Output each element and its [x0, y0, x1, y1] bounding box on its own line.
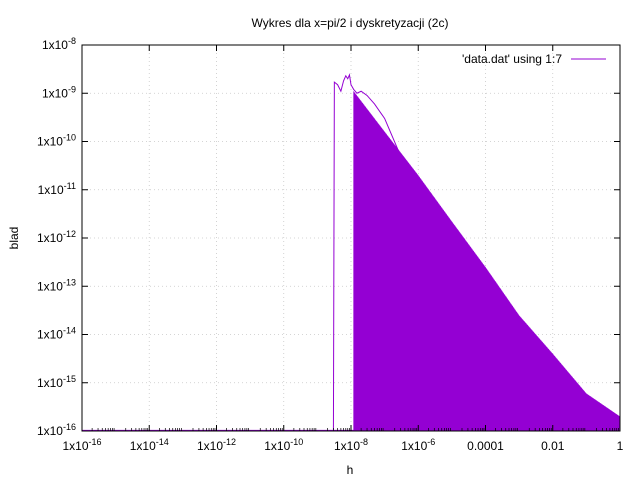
y-tick-label: 1x10-9: [42, 84, 76, 100]
y-tick-label: 1x10-8: [42, 36, 76, 52]
label-layer: 1x10-16 1x10-14 1x10-12 1x10-10 1x10-8 1x10-6…: [37, 36, 624, 453]
x-tick-label: 0.01: [541, 439, 565, 453]
chart-title: Wykres dla x=pi/2 i dyskretyzacji (2c): [252, 16, 449, 30]
x-tick-label: 0.0001: [467, 439, 504, 453]
x-tick-label: 1x10-10: [264, 437, 303, 453]
y-tick-label: 1x10-16: [37, 422, 76, 438]
x-tick-label: 1x10-16: [62, 437, 101, 453]
y-tick-label: 1x10-13: [37, 277, 76, 293]
legend-label: 'data.dat' using 1:7: [462, 52, 562, 66]
x-tick-label: 1x10-12: [197, 437, 236, 453]
x-axis-label: h: [347, 463, 354, 477]
y-tick-label: 1x10-11: [38, 181, 76, 197]
tick-layer: [81, 44, 621, 432]
legend: 'data.dat' using 1:7: [462, 52, 606, 66]
x-tick-label: 1x10-6: [401, 437, 435, 453]
y-tick-label: 1x10-15: [37, 374, 76, 390]
x-tick-label: 1x10-14: [130, 437, 169, 453]
x-tick-label: 1x10-8: [334, 437, 368, 453]
y-tick-label: 1x10-10: [37, 133, 76, 149]
y-tick-label: 1x10-14: [37, 326, 76, 342]
x-tick-label: 1: [617, 439, 624, 453]
y-tick-label: 1x10-12: [37, 229, 76, 245]
y-axis-label: blad: [7, 227, 21, 250]
series-oscillation: [353, 91, 620, 431]
